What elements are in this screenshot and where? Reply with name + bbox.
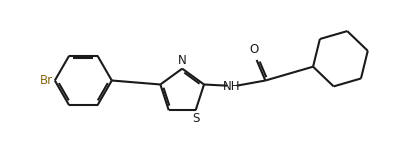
Text: NH: NH — [223, 80, 240, 93]
Text: S: S — [192, 112, 199, 125]
Text: O: O — [250, 43, 259, 56]
Text: N: N — [178, 54, 186, 67]
Text: Br: Br — [40, 74, 53, 87]
